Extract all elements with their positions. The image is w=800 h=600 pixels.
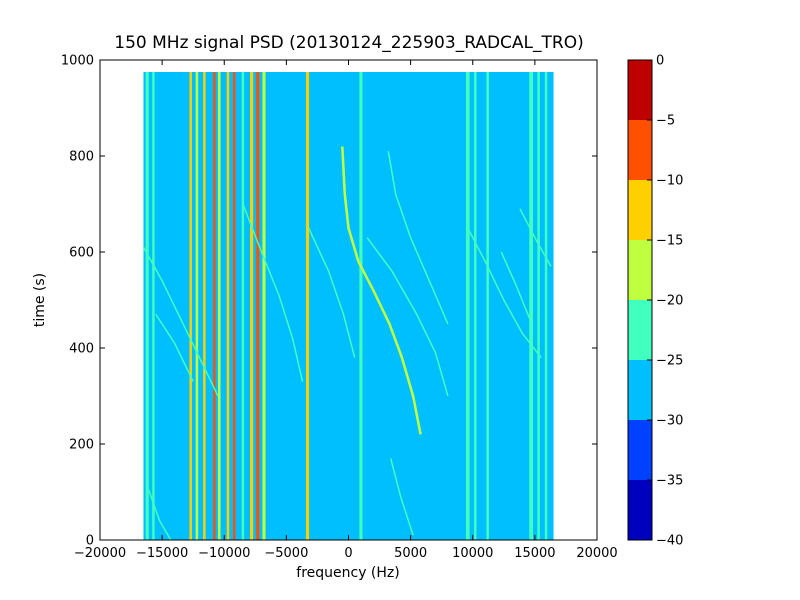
x-tick-label: 10000 [452,546,493,561]
colorbar-band [628,360,652,420]
plot-area [99,59,598,541]
y-tick-label: 200 [69,438,94,453]
x-tick-label: −10000 [198,546,250,561]
constant-tone-line [537,72,540,540]
y-tick-label: 0 [86,534,94,549]
x-axis: −20000 −15000 −10000 −5000 0 5000 10000 15000 20… [74,60,618,561]
constant-tone-line [213,72,216,540]
x-tick-label: −15000 [136,546,188,561]
colorbar-tick-label: 0 [656,54,664,69]
y-tick-label: 1000 [61,54,94,69]
x-tick-label: −20000 [74,546,126,561]
x-tick-label: −5000 [264,546,308,561]
constant-tone-line [544,72,548,540]
constant-tone-line [218,72,221,540]
colorbar-tick-label: −40 [656,534,683,549]
x-tick-label: 20000 [576,546,617,561]
constant-tone-line [250,72,254,540]
colorbar-band [628,480,652,540]
y-tick-label: 800 [69,150,94,165]
x-axis-label: frequency (Hz) [296,565,399,581]
constant-tone-line [473,72,477,540]
constant-tone-line [145,72,149,540]
constant-tone-line [465,72,470,540]
colorbar-tick-label: −20 [656,294,683,309]
constant-tone-line [232,72,236,540]
constant-tone-line [305,72,310,540]
x-tick-label: 15000 [514,546,555,561]
x-tick-label: 0 [344,546,352,561]
colorbar: −40 −35 −30 −25 −20 −15 −10 −5 0 [627,54,683,549]
colorbar-tick-label: −15 [656,234,683,249]
drifting-signal-trace [467,227,542,359]
colorbar-band [628,300,652,360]
drifting-signal-trace [308,227,356,358]
constant-tone-line [256,72,260,540]
colorbar-tick-label: −30 [656,414,683,429]
y-tick-label: 400 [69,342,94,357]
drifting-signal-trace [366,237,449,397]
drifting-signal-trace [341,146,422,435]
colorbar-band [628,120,652,180]
drifting-signal-trace [500,251,531,320]
constant-tone-line [152,72,155,540]
constant-tone-line [189,72,192,540]
chart-title: 150 MHz signal PSD (20130124_225903_RADC… [114,33,583,53]
colorbar-tick-label: −10 [656,174,683,189]
constant-tone-line [195,72,199,540]
colorbar-tick-label: −5 [656,114,675,129]
drifting-signal-trace [155,313,194,382]
constant-tone-line [203,72,206,540]
constant-tone-line [241,72,245,540]
psd-background-region [143,72,554,540]
constant-tone-line [226,72,230,540]
drifting-signal-trace [142,246,219,397]
colorbar-band [628,240,652,300]
constant-tone-line [262,72,266,540]
colorbar-band [628,60,652,120]
drifting-signal-trace [389,458,414,536]
constant-tone-line [359,72,363,540]
y-tick-label: 600 [69,246,94,261]
y-axis: 0 200 400 600 800 1000 [61,54,597,549]
y-axis-label: time (s) [32,273,48,327]
drifting-signal-trace [519,208,552,267]
colorbar-tick-label: −25 [656,354,683,369]
x-tick-label: 5000 [394,546,427,561]
drifting-signal-trace [242,203,304,382]
colorbar-band [628,180,652,240]
psd-field [142,72,554,541]
constant-tone-line [529,72,534,540]
drifting-signal-trace [145,482,172,541]
colorbar-band [628,420,652,480]
constant-tone-line [486,72,489,540]
drifting-signal-trace [387,151,449,325]
colorbar-tick-label: −35 [656,474,683,489]
